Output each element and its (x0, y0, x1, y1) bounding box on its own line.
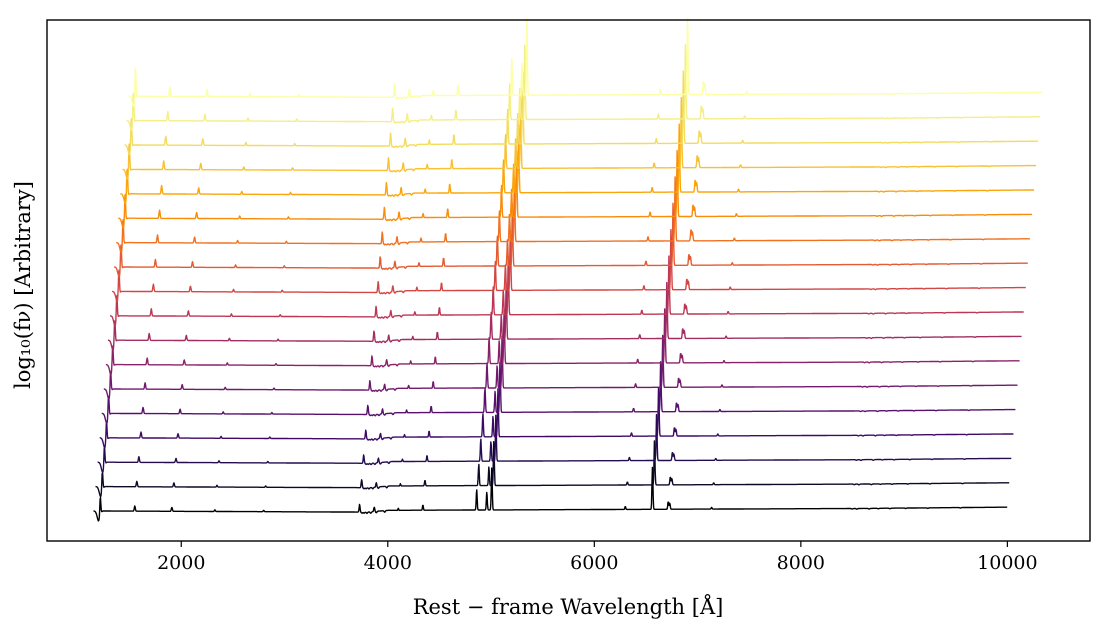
x-tick-label: 4000 (364, 552, 412, 574)
spectrum-line-1 (93, 466, 1008, 522)
spectrum-line-12 (115, 176, 1031, 254)
y-axis-label: log₁₀(fν) [Arbitrary] (11, 181, 35, 389)
plot-frame (46, 19, 1091, 542)
spectra-series-group (93, 17, 1043, 522)
spectrum-line-16 (124, 70, 1039, 156)
x-axis-label: Rest − frame Wavelength [Å] (413, 594, 724, 619)
spectrum-line-11 (113, 202, 1029, 278)
spectrum-line-7 (105, 308, 1020, 376)
x-tick-label: 2000 (157, 552, 205, 574)
spectrum-line-6 (103, 334, 1018, 400)
spectrum-line-4 (99, 387, 1014, 449)
spectrum-line-5 (101, 361, 1016, 424)
x-tick-label: 6000 (570, 552, 618, 574)
spectrum-line-2 (95, 440, 1010, 498)
spectrum-line-14 (120, 123, 1035, 205)
spectrum-line-13 (118, 149, 1033, 229)
spectrum-line-9 (109, 255, 1024, 327)
spectrum-line-10 (111, 229, 1027, 302)
spectrum-line-3 (97, 413, 1012, 473)
x-tick-label: 10000 (977, 552, 1037, 574)
x-axis-ticks: 2000 4000 6000 8000 10000 (157, 541, 1038, 574)
x-tick-label: 8000 (777, 552, 825, 574)
spectrum-line-15 (122, 97, 1037, 180)
spectrum-line-17 (126, 44, 1041, 132)
spectrum-line-8 (107, 281, 1022, 351)
spectrum-line-18 (128, 17, 1043, 107)
